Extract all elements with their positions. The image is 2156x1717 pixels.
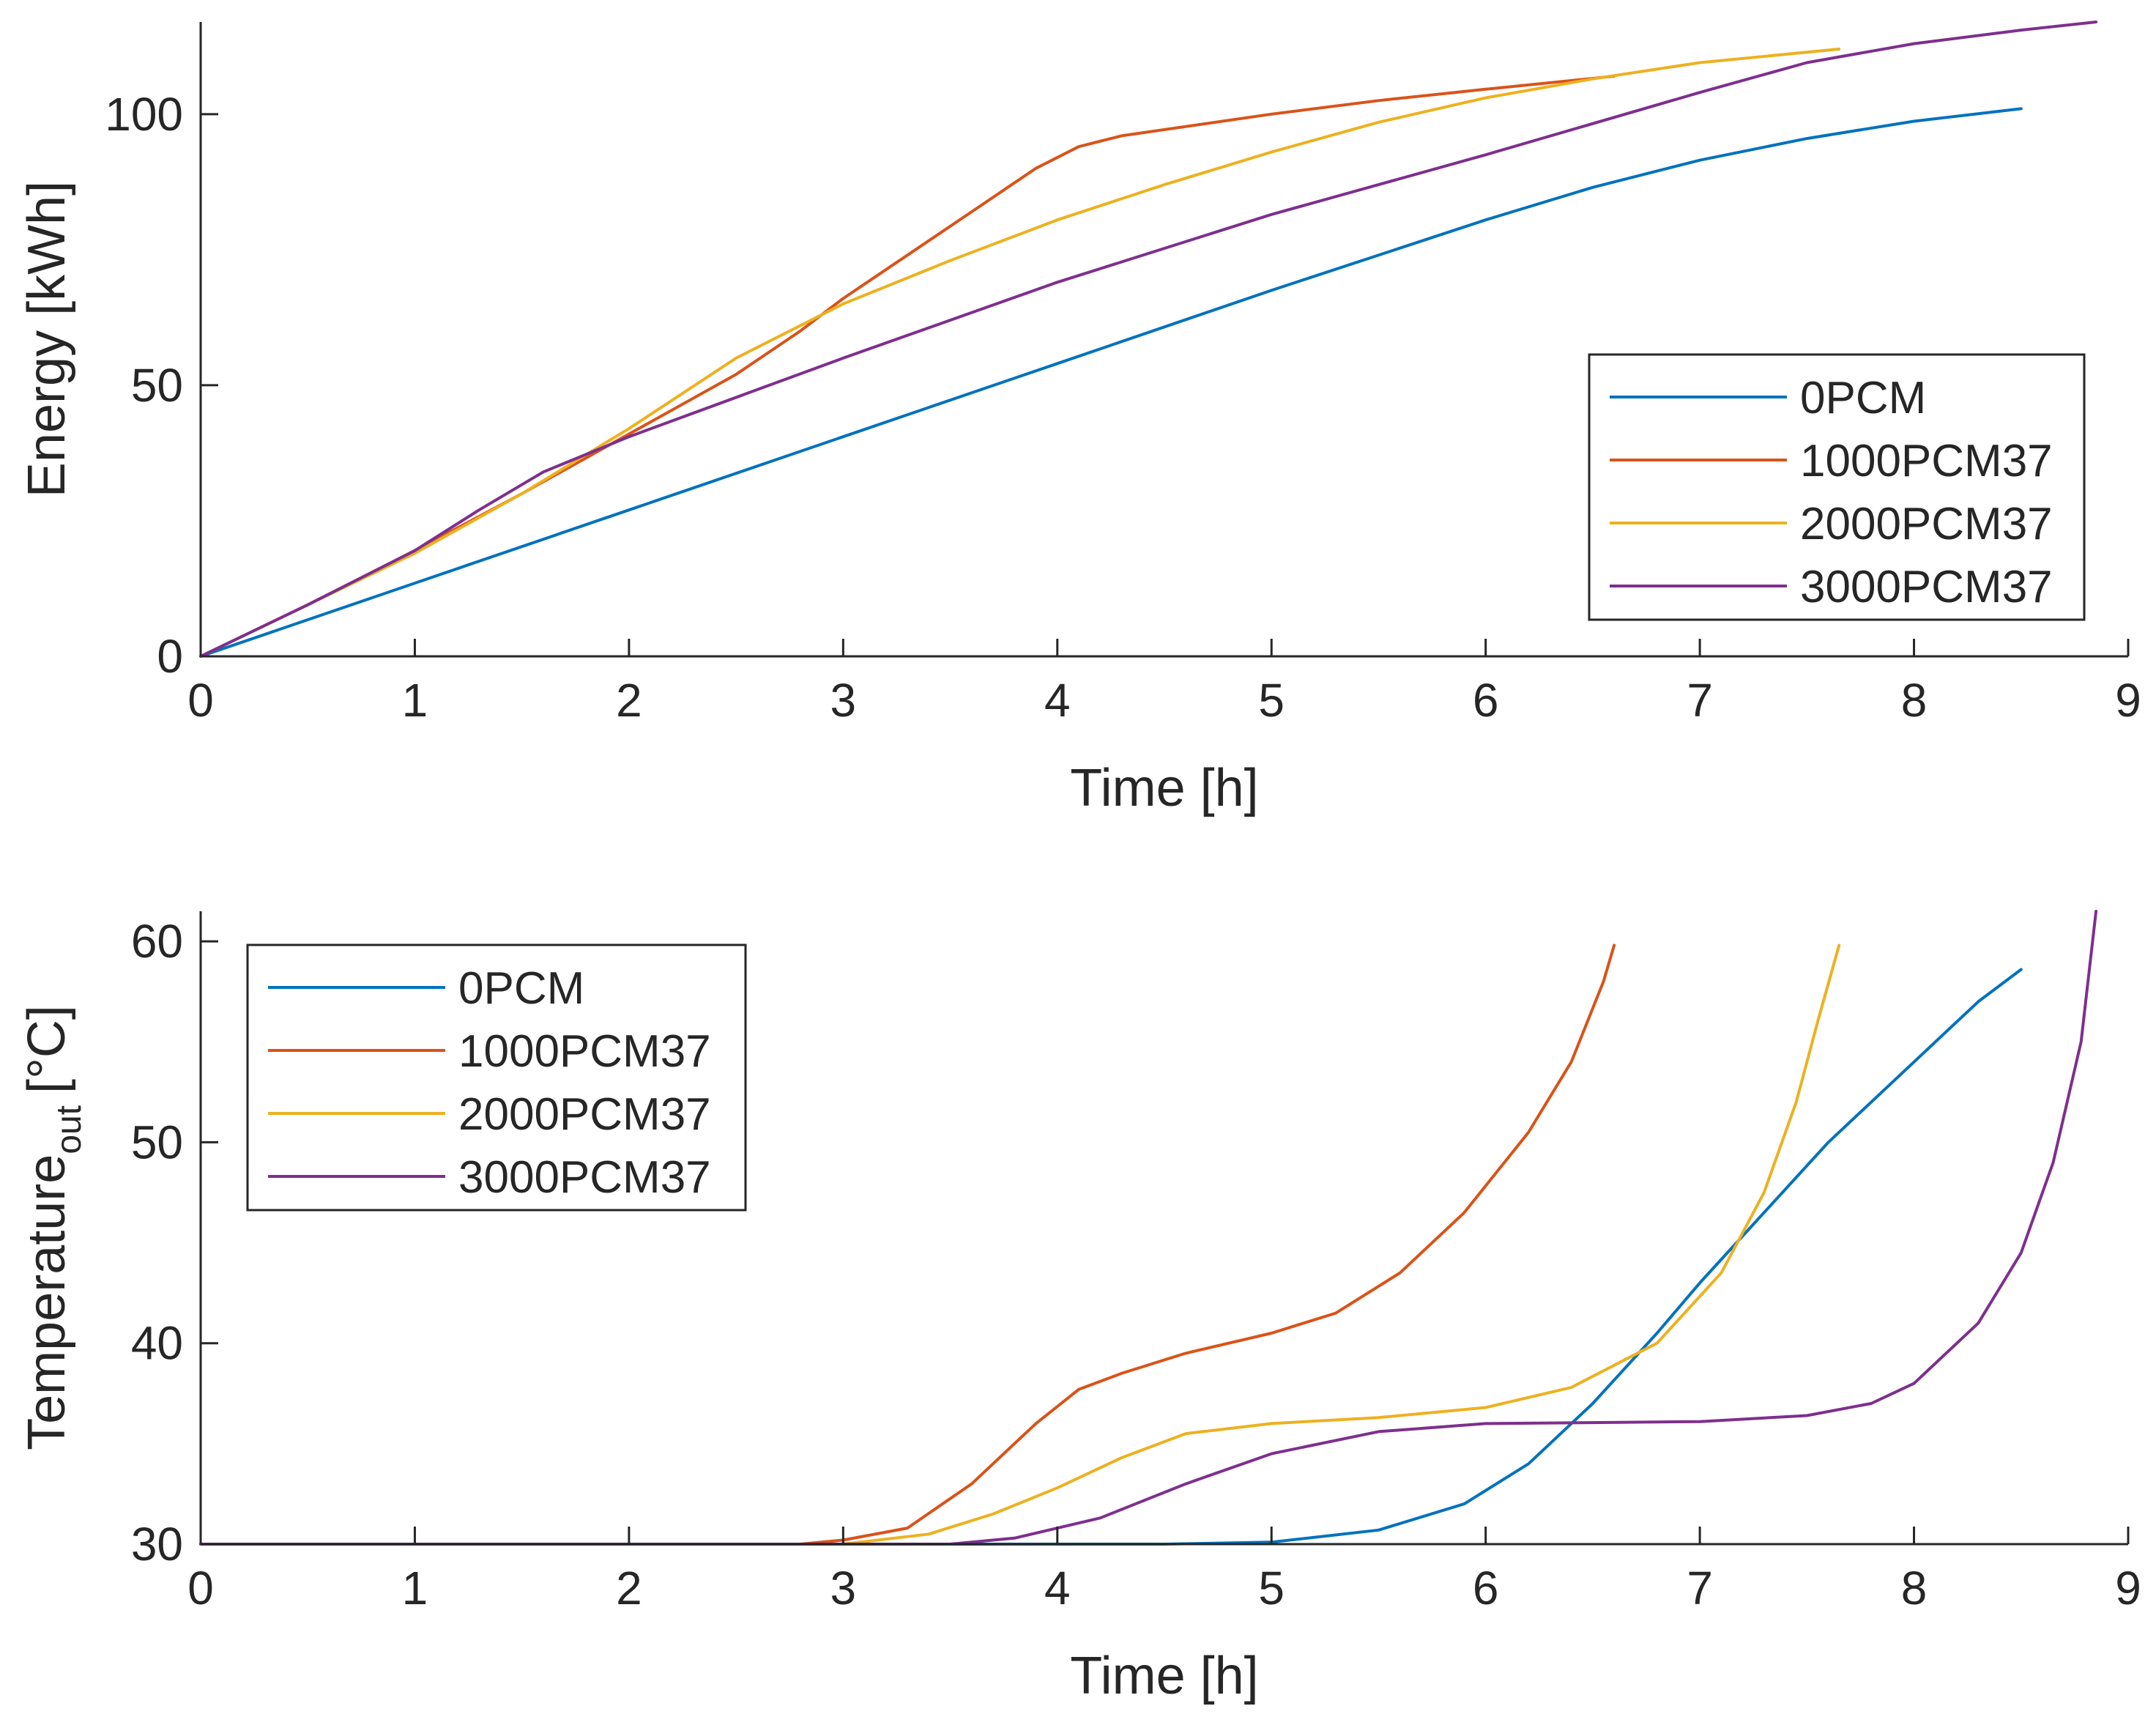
- x-tick-label: 5: [1258, 674, 1285, 727]
- x-tick-label: 3: [830, 1562, 857, 1614]
- x-tick-label: 0: [187, 674, 214, 727]
- legend-label: 1000PCM37: [458, 1026, 711, 1077]
- legend-label: 1000PCM37: [1800, 436, 2053, 486]
- x-tick-label: 9: [2115, 674, 2141, 727]
- y-axis-label: Temperatureout[°C]: [18, 1005, 89, 1450]
- y-tick-label: 50: [131, 359, 183, 412]
- x-tick-label: 5: [1258, 1562, 1285, 1614]
- legend-label: 3000PCM37: [458, 1152, 711, 1203]
- legend-label: 2000PCM37: [1800, 499, 2053, 549]
- x-axis-label: Time [h]: [1070, 759, 1258, 817]
- x-tick-label: 4: [1044, 674, 1071, 727]
- legend-label: 3000PCM37: [1800, 562, 2053, 612]
- legend-label: 2000PCM37: [458, 1089, 711, 1140]
- x-tick-label: 8: [1901, 674, 1928, 727]
- legend-box: [1588, 353, 2086, 621]
- series-line-3000pcm37: [199, 910, 2098, 1546]
- x-tick-label: 6: [1473, 674, 1499, 727]
- series-line-2000pcm37: [199, 48, 1841, 658]
- x-tick-label: 2: [616, 1562, 642, 1614]
- x-axis-label: Time [h]: [1070, 1647, 1258, 1705]
- x-tick-label: 9: [2115, 1562, 2141, 1614]
- y-tick-label: 60: [131, 915, 183, 968]
- y-tick-label: 40: [131, 1317, 183, 1370]
- y-tick-label: 30: [131, 1518, 183, 1570]
- legend: 0PCM 1000PCM37 2000PCM37 3000PCM37: [246, 943, 747, 1212]
- x-tick-label: 3: [830, 674, 857, 727]
- y-tick-label: 100: [105, 88, 183, 141]
- y-axis-label: Energy [kWh]: [18, 181, 76, 497]
- x-tick-label: 7: [1687, 1562, 1713, 1614]
- series-line-3000pcm37: [199, 21, 2098, 658]
- x-tick-label: 2: [616, 674, 642, 727]
- legend: 0PCM 1000PCM37 2000PCM37 3000PCM37: [1588, 353, 2086, 621]
- x-tick-label: 7: [1687, 674, 1713, 727]
- temperature-chart: 0 1 2 3 4 5 6 7 8 9 30 40 50 60 Time [h] Temperatureout…: [18, 910, 2141, 1705]
- series-line-0pcm: [199, 107, 2023, 658]
- x-tick-label: 1: [402, 1562, 428, 1614]
- x-tick-label: 6: [1473, 1562, 1499, 1614]
- legend-label: 0PCM: [458, 963, 584, 1014]
- legend-label: 0PCM: [1800, 373, 1926, 423]
- x-tick-label: 0: [187, 1562, 214, 1614]
- y-tick-label: 50: [131, 1116, 183, 1168]
- x-tick-label: 1: [402, 674, 428, 727]
- x-tick-label: 4: [1044, 1562, 1071, 1614]
- legend-box: [246, 943, 747, 1212]
- energy-chart: 0 1 2 3 4 5 6 7 8 9 0 50 100 Time [h] Energy [kWh] 0PCM…: [18, 21, 2141, 817]
- series-line-1000pcm37: [199, 75, 1616, 658]
- series-line-2000pcm37: [199, 943, 1841, 1546]
- y-tick-label: 0: [157, 630, 183, 683]
- series-line-1000pcm37: [199, 943, 1616, 1546]
- x-tick-label: 8: [1901, 1562, 1928, 1614]
